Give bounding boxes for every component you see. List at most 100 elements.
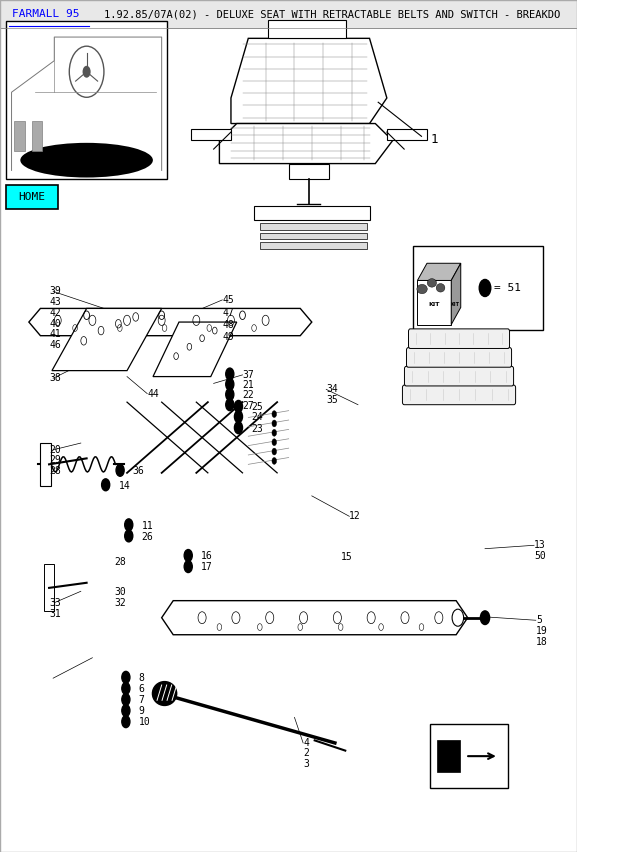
Bar xyxy=(190,129,231,140)
Bar xyxy=(260,242,367,249)
Text: 6: 6 xyxy=(138,684,145,694)
Circle shape xyxy=(226,378,234,390)
Text: = 51: = 51 xyxy=(494,283,521,293)
Circle shape xyxy=(116,464,124,476)
Text: 14: 14 xyxy=(118,481,130,491)
Text: 9: 9 xyxy=(138,706,145,717)
Text: 22: 22 xyxy=(243,390,254,400)
Text: 33: 33 xyxy=(49,598,61,608)
Bar xyxy=(289,164,329,179)
Polygon shape xyxy=(418,263,461,280)
Circle shape xyxy=(226,399,234,411)
Bar xyxy=(15,121,25,151)
Text: 20: 20 xyxy=(49,445,61,455)
Bar xyxy=(40,443,51,486)
Circle shape xyxy=(226,389,234,400)
Text: 42: 42 xyxy=(49,308,61,318)
Text: 38: 38 xyxy=(49,373,61,383)
Text: 25: 25 xyxy=(251,402,263,412)
Text: 46: 46 xyxy=(49,340,61,350)
Bar xyxy=(32,121,42,151)
Text: 28: 28 xyxy=(49,466,61,476)
Circle shape xyxy=(272,411,277,417)
Text: 13: 13 xyxy=(534,540,546,550)
Circle shape xyxy=(122,671,130,683)
Circle shape xyxy=(479,279,491,296)
Circle shape xyxy=(480,611,490,625)
Text: 44: 44 xyxy=(147,389,159,399)
Text: 18: 18 xyxy=(536,637,547,648)
Ellipse shape xyxy=(20,143,153,177)
Circle shape xyxy=(184,561,192,573)
Text: 7: 7 xyxy=(138,695,145,705)
Text: 35: 35 xyxy=(326,395,338,406)
Bar xyxy=(437,740,461,772)
Text: 32: 32 xyxy=(114,598,126,608)
Text: 2: 2 xyxy=(303,748,309,758)
Bar xyxy=(260,223,367,230)
Ellipse shape xyxy=(427,279,437,287)
Text: 8: 8 xyxy=(138,673,145,683)
Circle shape xyxy=(122,682,130,694)
Text: KIT: KIT xyxy=(428,302,440,308)
Text: HOME: HOME xyxy=(18,192,46,202)
Text: 3: 3 xyxy=(303,759,309,769)
Text: 41: 41 xyxy=(49,329,61,339)
Circle shape xyxy=(272,458,277,464)
Bar xyxy=(6,185,58,209)
Text: 30: 30 xyxy=(114,587,126,597)
Polygon shape xyxy=(153,322,237,377)
Bar xyxy=(260,233,367,239)
Text: 19: 19 xyxy=(536,626,547,636)
Bar xyxy=(413,246,543,330)
Text: 1: 1 xyxy=(430,133,437,147)
Text: 31: 31 xyxy=(49,609,61,619)
Circle shape xyxy=(226,368,234,380)
Text: 24: 24 xyxy=(251,412,263,423)
Circle shape xyxy=(234,400,243,412)
Text: 49: 49 xyxy=(222,332,234,343)
Text: 12: 12 xyxy=(349,511,361,521)
Text: 29: 29 xyxy=(49,455,61,465)
Bar xyxy=(44,564,54,611)
Text: 47: 47 xyxy=(222,308,234,318)
Text: 21: 21 xyxy=(243,380,254,390)
Circle shape xyxy=(272,448,277,455)
Circle shape xyxy=(272,429,277,436)
Text: 34: 34 xyxy=(326,384,338,394)
Text: 26: 26 xyxy=(142,532,153,542)
Bar xyxy=(0,0,578,28)
Circle shape xyxy=(122,716,130,728)
Text: 1.92.85/07A(02) - DELUXE SEAT WITH RETRACTABLE BELTS AND SWITCH - BREAKDO: 1.92.85/07A(02) - DELUXE SEAT WITH RETRA… xyxy=(104,9,560,19)
Text: 23: 23 xyxy=(251,423,263,434)
Circle shape xyxy=(122,705,130,717)
Circle shape xyxy=(102,479,110,491)
Text: 45: 45 xyxy=(222,295,234,305)
Text: 16: 16 xyxy=(201,551,213,561)
Ellipse shape xyxy=(417,285,427,294)
Circle shape xyxy=(122,694,130,705)
Polygon shape xyxy=(29,308,312,336)
Text: 5: 5 xyxy=(536,615,542,625)
Text: 50: 50 xyxy=(534,550,546,561)
Circle shape xyxy=(125,519,133,531)
Circle shape xyxy=(83,66,90,78)
Circle shape xyxy=(272,420,277,427)
Text: KIT: KIT xyxy=(451,302,459,308)
Text: 27: 27 xyxy=(243,400,254,411)
Bar xyxy=(6,21,167,179)
Text: 48: 48 xyxy=(222,320,234,331)
Bar xyxy=(430,724,508,788)
Circle shape xyxy=(234,422,243,434)
FancyBboxPatch shape xyxy=(404,366,514,386)
Text: 10: 10 xyxy=(138,717,150,728)
Polygon shape xyxy=(219,124,392,164)
Text: 4: 4 xyxy=(303,738,309,748)
Polygon shape xyxy=(231,38,387,124)
Bar xyxy=(254,206,370,220)
FancyBboxPatch shape xyxy=(406,348,511,367)
Text: FARMALL 95: FARMALL 95 xyxy=(11,9,79,19)
Text: 28: 28 xyxy=(114,557,126,567)
Polygon shape xyxy=(451,263,461,325)
FancyBboxPatch shape xyxy=(408,329,509,348)
